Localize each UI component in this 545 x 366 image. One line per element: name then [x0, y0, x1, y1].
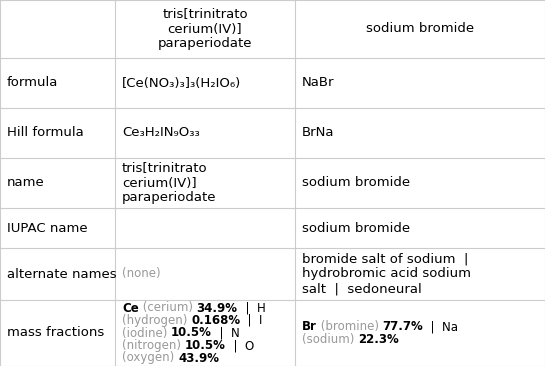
Text: |  H: | H	[238, 302, 265, 314]
Text: (hydrogen): (hydrogen)	[122, 314, 191, 327]
Text: 10.5%: 10.5%	[171, 326, 212, 340]
Text: [Ce(NO₃)₃]₃(H₂IO₆): [Ce(NO₃)₃]₃(H₂IO₆)	[122, 76, 241, 90]
Text: 10.5%: 10.5%	[185, 339, 226, 352]
Text: 22.3%: 22.3%	[358, 333, 399, 346]
Text: Br: Br	[302, 320, 317, 333]
Text: (cerium): (cerium)	[139, 302, 197, 314]
Text: bromide salt of sodium  |
hydrobromic acid sodium
salt  |  sedoneural: bromide salt of sodium | hydrobromic aci…	[302, 253, 471, 295]
Text: Ce: Ce	[122, 302, 139, 314]
Text: sodium bromide: sodium bromide	[302, 176, 410, 190]
Text: alternate names: alternate names	[7, 268, 117, 280]
Text: 77.7%: 77.7%	[383, 320, 423, 333]
Text: (nitrogen): (nitrogen)	[122, 339, 185, 352]
Text: sodium bromide: sodium bromide	[302, 221, 410, 235]
Text: BrNa: BrNa	[302, 127, 335, 139]
Text: sodium bromide: sodium bromide	[366, 22, 474, 36]
Text: tris[trinitrato
cerium(IV)]
paraperiodate: tris[trinitrato cerium(IV)] paraperiodat…	[122, 161, 216, 205]
Text: Ce₃H₂IN₉O₃₃: Ce₃H₂IN₉O₃₃	[122, 127, 200, 139]
Text: formula: formula	[7, 76, 58, 90]
Text: |  O: | O	[226, 339, 254, 352]
Text: |  N: | N	[212, 326, 240, 340]
Text: (sodium): (sodium)	[302, 333, 358, 346]
Text: (none): (none)	[122, 268, 161, 280]
Text: IUPAC name: IUPAC name	[7, 221, 88, 235]
Text: mass fractions: mass fractions	[7, 326, 104, 340]
Text: 34.9%: 34.9%	[197, 302, 238, 314]
Text: (oxygen): (oxygen)	[122, 351, 178, 365]
Text: 43.9%: 43.9%	[178, 351, 219, 365]
Text: Hill formula: Hill formula	[7, 127, 84, 139]
Text: name: name	[7, 176, 45, 190]
Text: NaBr: NaBr	[302, 76, 335, 90]
Text: (bromine): (bromine)	[317, 320, 383, 333]
Text: |  I: | I	[240, 314, 263, 327]
Text: (iodine): (iodine)	[122, 326, 171, 340]
Text: 0.168%: 0.168%	[191, 314, 240, 327]
Text: |  Na: | Na	[423, 320, 458, 333]
Text: tris[trinitrato
cerium(IV)]
paraperiodate: tris[trinitrato cerium(IV)] paraperiodat…	[158, 7, 252, 51]
